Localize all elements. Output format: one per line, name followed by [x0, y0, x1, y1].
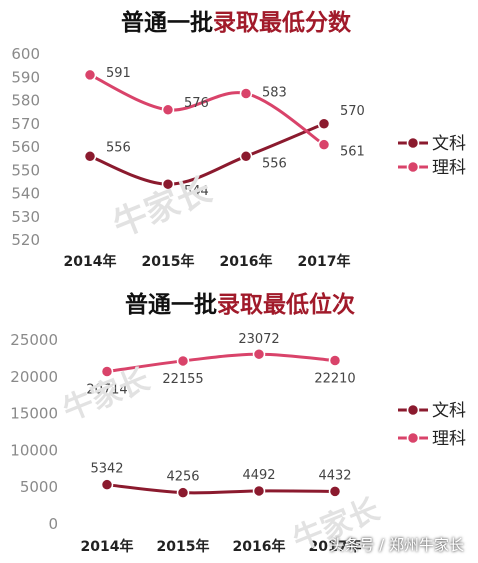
x-tick-label: 2017年 [298, 253, 351, 270]
y-tick-label: 550 [11, 161, 40, 179]
series-line-wenke [89, 122, 325, 186]
data-point [328, 485, 342, 498]
data-point [83, 68, 97, 82]
series-line-like [89, 73, 325, 146]
data-label: 570 [340, 104, 365, 119]
data-label: 20714 [86, 383, 127, 398]
data-label: 561 [340, 145, 365, 160]
y-tick-label: 5000 [20, 478, 58, 496]
legend-label: 理科 [432, 158, 466, 178]
data-label: 4256 [166, 470, 199, 485]
legend-marker [406, 403, 420, 417]
footer-watermark: 头条号 / 郑州牛家长 [329, 536, 464, 554]
legend-marker [406, 431, 420, 445]
x-tick-label: 2014年 [64, 253, 117, 270]
data-label: 556 [262, 156, 287, 171]
chart-lowest-score: 普通一批录取最低分数 520 530 540 550 560 570 580 590 600 201… [11, 9, 466, 270]
y-tick-label: 560 [11, 138, 40, 156]
data-label: 591 [106, 66, 131, 81]
y-tick-label: 590 [11, 68, 40, 86]
y-tick-label: 0 [48, 515, 58, 533]
legend-label: 文科 [432, 134, 466, 154]
y-tick-label: 520 [11, 231, 40, 249]
chart-title: 普通一批录取最低位次 [125, 291, 355, 318]
y-tick-label: 600 [11, 45, 40, 63]
data-label: 544 [184, 184, 209, 199]
data-point [83, 150, 97, 163]
data-point [100, 478, 114, 491]
y-tick-label: 580 [11, 92, 40, 110]
chart-lowest-rank: 普通一批录取最低位次 0 5000 10000 15000 20000 25000 2014年… [10, 291, 466, 555]
data-label: 4492 [242, 468, 275, 483]
chart-title: 普通一批录取最低分数 [121, 9, 352, 36]
data-label: 4432 [318, 468, 351, 483]
y-tick-label: 15000 [10, 405, 58, 423]
x-tick-label: 2016年 [220, 253, 273, 270]
data-point [317, 117, 331, 130]
data-point [317, 138, 331, 151]
y-tick-label: 25000 [10, 331, 58, 349]
data-label: 576 [184, 96, 209, 111]
data-label: 5342 [90, 462, 123, 477]
y-tick-label: 10000 [10, 441, 58, 459]
data-label: 556 [106, 140, 131, 155]
data-point [161, 177, 175, 191]
x-tick-label: 2014年 [81, 538, 134, 555]
data-point [100, 365, 114, 378]
data-label: 22210 [314, 372, 355, 387]
data-label: 583 [262, 86, 287, 101]
data-point [252, 484, 266, 498]
y-tick-label: 540 [11, 185, 40, 203]
legend-label: 文科 [432, 401, 466, 421]
data-point [252, 347, 266, 361]
data-point [239, 87, 253, 100]
x-tick-label: 2015年 [142, 253, 195, 270]
data-point [176, 354, 190, 368]
x-tick-label: 2016年 [233, 538, 286, 555]
x-tick-label: 2017年 [309, 538, 362, 555]
data-point [161, 103, 175, 117]
data-point [328, 354, 342, 367]
legend-label: 理科 [432, 429, 466, 449]
data-label: 22155 [162, 372, 203, 387]
y-tick-label: 20000 [10, 368, 58, 386]
data-point [176, 486, 190, 499]
y-tick-label: 570 [11, 115, 40, 133]
x-tick-label: 2015年 [157, 538, 210, 555]
data-point [239, 150, 253, 163]
series-line-wenke [106, 483, 336, 495]
y-tick-label: 530 [11, 208, 40, 226]
legend-marker [406, 160, 420, 174]
data-label: 23072 [238, 332, 279, 347]
legend-marker [406, 136, 420, 150]
series-line-like [106, 352, 336, 374]
